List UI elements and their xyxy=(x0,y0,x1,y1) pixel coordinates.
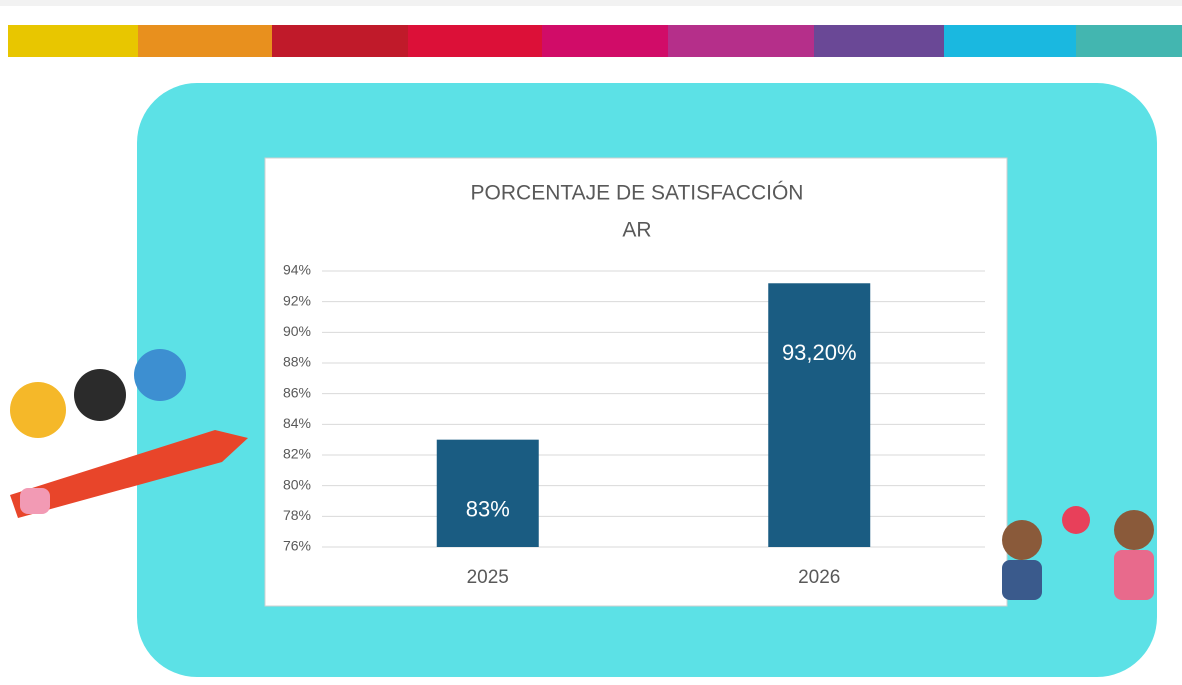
bar xyxy=(768,283,870,547)
y-tick-label: 84% xyxy=(283,415,311,431)
chart-title: PORCENTAJE DE SATISFACCIÓN xyxy=(471,182,804,205)
slide: PORCENTAJE DE SATISFACCIÓN AR 76% 78% 80% 8… xyxy=(0,0,1182,680)
y-tick-label: 76% xyxy=(283,538,311,554)
y-tick-label: 92% xyxy=(283,292,311,308)
color-stripes xyxy=(8,25,1182,57)
chart-subtitle: AR xyxy=(622,219,651,242)
x-tick-label: 2026 xyxy=(798,567,840,588)
y-tick-label: 86% xyxy=(283,384,311,400)
y-tick-label: 90% xyxy=(283,323,311,339)
y-tick-label: 94% xyxy=(283,262,311,278)
value-label: 93,20% xyxy=(782,340,857,365)
x-tick-label: 2025 xyxy=(467,567,509,588)
top-band xyxy=(0,0,1182,6)
y-tick-label: 88% xyxy=(283,354,311,370)
bar xyxy=(437,440,539,547)
value-label: 83% xyxy=(466,496,510,521)
y-tick-label: 78% xyxy=(283,507,311,523)
y-tick-label: 80% xyxy=(283,476,311,492)
y-tick-label: 82% xyxy=(283,446,311,462)
